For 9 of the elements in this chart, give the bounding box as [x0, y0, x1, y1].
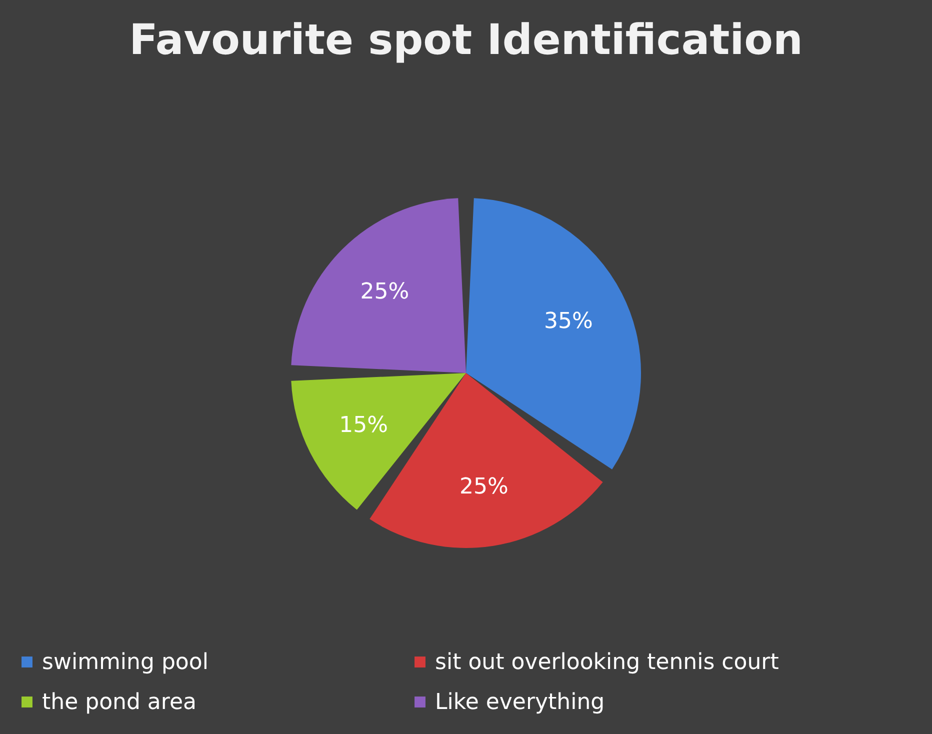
- chart-title: Favourite spot Identification: [129, 15, 803, 64]
- legend-label: sit out overlooking tennis court: [435, 650, 780, 675]
- data-label: 25%: [360, 280, 410, 305]
- legend-label: the pond area: [42, 690, 196, 715]
- legend-label: swimming pool: [42, 650, 208, 675]
- data-label: 15%: [339, 413, 388, 438]
- data-label: 35%: [544, 308, 593, 334]
- data-label: 25%: [460, 474, 508, 500]
- legend-label: Like everything: [435, 690, 605, 715]
